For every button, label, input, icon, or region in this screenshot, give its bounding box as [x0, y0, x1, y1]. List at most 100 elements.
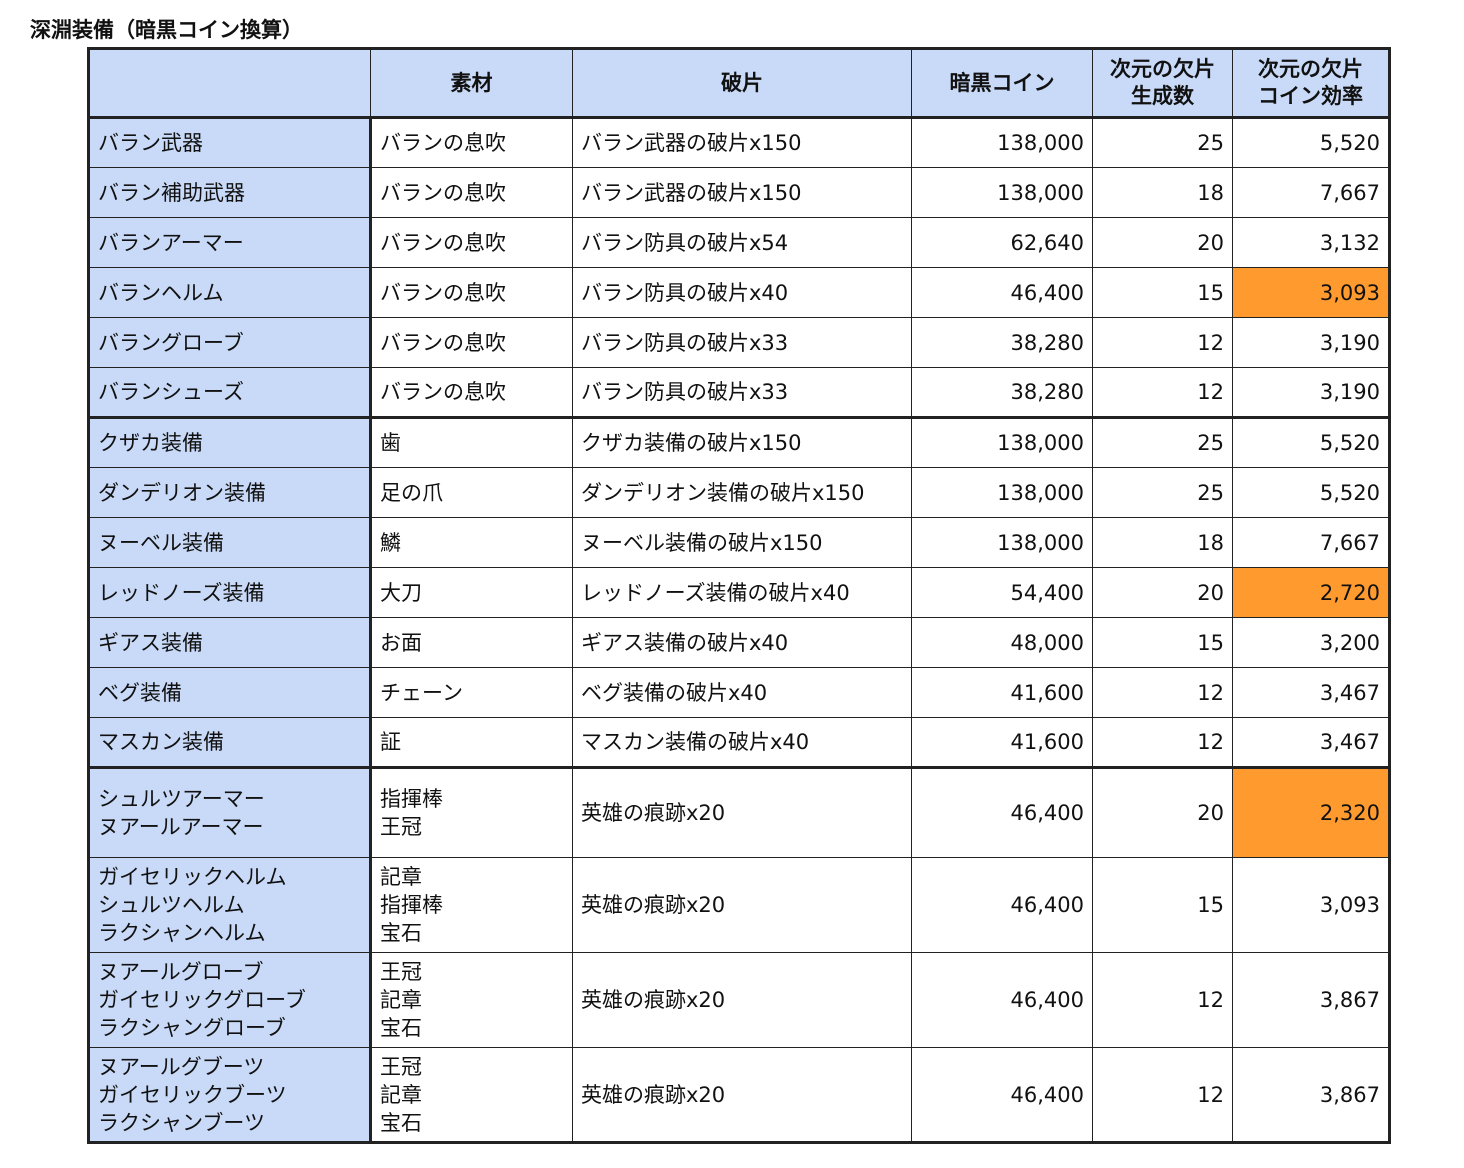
equipment-name-line: ガイセリックヘルム — [98, 865, 287, 889]
equipment-name: ベグ装備 — [88, 667, 372, 718]
header-gen: 次元の欠片 生成数 — [1092, 48, 1233, 118]
header-gen-line1: 次元の欠片 — [1110, 57, 1215, 81]
material-line: 王冠 — [380, 960, 422, 984]
header-eff-line1: 次元の欠片 — [1258, 57, 1363, 81]
gen-cell: 20 — [1092, 567, 1233, 618]
material-cell: 大刀 — [370, 567, 573, 618]
gen-cell: 20 — [1092, 217, 1233, 268]
coin-cell: 138,000 — [911, 517, 1093, 568]
table-row-multi: ヌアールグローブ ガイセリックグローブ ラクシャングローブ 王冠 記章 宝石 英雄の痕跡x2… — [88, 952, 1390, 1048]
efficiency-cell: 5,520 — [1232, 467, 1390, 518]
equipment-name: バラングローブ — [88, 317, 372, 368]
material-line: 指揮棒 — [380, 787, 443, 811]
fragment-cell: バラン武器の破片x150 — [572, 117, 912, 168]
gen-cell: 15 — [1092, 267, 1233, 318]
material-cell: お面 — [370, 617, 573, 668]
coin-cell: 46,400 — [911, 857, 1093, 953]
coin-cell: 54,400 — [911, 567, 1093, 618]
efficiency-cell: 5,520 — [1232, 117, 1390, 168]
material-cell: バランの息吹 — [370, 117, 573, 168]
fragment-cell: ヌーベル装備の破片x150 — [572, 517, 912, 568]
gen-cell: 20 — [1092, 767, 1233, 858]
material-cell: バランの息吹 — [370, 367, 573, 419]
material-cell: バランの息吹 — [370, 267, 573, 318]
coin-cell: 138,000 — [911, 417, 1093, 468]
header-eff: 次元の欠片 コイン効率 — [1232, 48, 1390, 118]
gen-cell: 12 — [1092, 317, 1233, 368]
coin-cell: 46,400 — [911, 267, 1093, 318]
equipment-names: ヌアールグブーツ ガイセリックブーツ ラクシャンブーツ — [88, 1047, 372, 1143]
material-line: 宝石 — [380, 921, 422, 945]
equipment-names: シュルツアーマー ヌアールアーマー — [88, 767, 372, 858]
gen-cell: 25 — [1092, 117, 1233, 168]
material-cell: チェーン — [370, 667, 573, 718]
efficiency-cell: 5,520 — [1232, 417, 1390, 468]
equipment-table: 素材 破片 暗黒コイン 次元の欠片 生成数 次元の欠片 コイン効率 バラン武器 バラン… — [87, 47, 1391, 1144]
fragment-cell: バラン防具の破片x54 — [572, 217, 912, 268]
equipment-name: ギアス装備 — [88, 617, 372, 668]
fragment-cell: クザカ装備の破片x150 — [572, 417, 912, 468]
fragment-cell: レッドノーズ装備の破片x40 — [572, 567, 912, 618]
header-fragment: 破片 — [572, 48, 912, 118]
header-row: 素材 破片 暗黒コイン 次元の欠片 生成数 次元の欠片 コイン効率 — [88, 48, 1390, 118]
table-row: マスカン装備証マスカン装備の破片x40 41,600 12 3,467 — [88, 717, 1390, 769]
material-line: 記章 — [380, 1082, 422, 1107]
material-line: 王冠 — [380, 815, 422, 839]
table-row: バラングローブ バランの息吹 バラン防具の破片x33 38,280 12 3,190 — [88, 317, 1390, 368]
fragment-cell: ダンデリオン装備の破片x150 — [572, 467, 912, 518]
header-material: 素材 — [370, 48, 573, 118]
fragment-cell: ベグ装備の破片x40 — [572, 667, 912, 718]
gen-cell: 12 — [1092, 367, 1233, 419]
efficiency-cell: 3,867 — [1232, 1047, 1390, 1143]
equipment-name-line: シュルツヘルム — [98, 893, 245, 917]
material-cell: 証 — [370, 717, 573, 769]
material-line: 指揮棒 — [380, 893, 443, 917]
gen-cell: 15 — [1092, 617, 1233, 668]
coin-cell: 48,000 — [911, 617, 1093, 668]
table-row-multi: シュルツアーマー ヌアールアーマー 指揮棒 王冠 英雄の痕跡x20 46,400 20 2,3… — [88, 767, 1390, 858]
efficiency-cell: 2,720 — [1232, 567, 1390, 618]
material-line: 宝石 — [380, 1110, 422, 1135]
efficiency-cell: 7,667 — [1232, 167, 1390, 218]
fragment-cell: マスカン装備の破片x40 — [572, 717, 912, 769]
material-line: 記章 — [380, 865, 422, 889]
material-cell: バランの息吹 — [370, 167, 573, 218]
coin-cell: 41,600 — [911, 667, 1093, 718]
fragment-cell: 英雄の痕跡x20 — [572, 952, 912, 1048]
page-title: 深淵装備（暗黒コイン換算） — [30, 18, 303, 42]
equipment-name: バランヘルム — [88, 267, 372, 318]
equipment-name-line: ガイセリックグローブ — [98, 988, 306, 1012]
table-row-multi: ガイセリックヘルム シュルツヘルム ラクシャンヘルム 記章 指揮棒 宝石 英雄の痕跡x20 4… — [88, 857, 1390, 953]
material-cell: 足の爪 — [370, 467, 573, 518]
fragment-cell: バラン防具の破片x33 — [572, 317, 912, 368]
fragment-cell: ギアス装備の破片x40 — [572, 617, 912, 668]
coin-cell: 38,280 — [911, 317, 1093, 368]
material-cell: 王冠 記章 宝石 — [370, 1047, 573, 1143]
table-row: レッドノーズ装備 大刀 レッドノーズ装備の破片x40 54,400 20 2,720 — [88, 567, 1390, 618]
material-cell: 記章 指揮棒 宝石 — [370, 857, 573, 953]
table-row: バランヘルム バランの息吹 バラン防具の破片x40 46,400 15 3,093 — [88, 267, 1390, 318]
material-cell: 鱗 — [370, 517, 573, 568]
fragment-cell: バラン防具の破片x33 — [572, 367, 912, 419]
efficiency-cell: 3,093 — [1232, 267, 1390, 318]
equipment-name: クザカ装備 — [88, 417, 372, 468]
efficiency-cell: 3,867 — [1232, 952, 1390, 1048]
table-row: ベグ装備 チェーン ベグ装備の破片x40 41,600 12 3,467 — [88, 667, 1390, 718]
equipment-name-line: ヌアールグローブ — [98, 960, 264, 984]
gen-cell: 18 — [1092, 517, 1233, 568]
equipment-name: バラン補助武器 — [88, 167, 372, 218]
gen-cell: 15 — [1092, 857, 1233, 953]
header-gen-line2: 生成数 — [1131, 84, 1194, 108]
table-row: ギアス装備 お面 ギアス装備の破片x40 48,000 15 3,200 — [88, 617, 1390, 668]
equipment-name: ダンデリオン装備 — [88, 467, 372, 518]
gen-cell: 12 — [1092, 667, 1233, 718]
efficiency-cell: 3,200 — [1232, 617, 1390, 668]
table-row: クザカ装備歯クザカ装備の破片x150 138,000 25 5,520 — [88, 417, 1390, 468]
equipment-names: ヌアールグローブ ガイセリックグローブ ラクシャングローブ — [88, 952, 372, 1048]
material-line: 記章 — [380, 988, 422, 1012]
fragment-cell: バラン武器の破片x150 — [572, 167, 912, 218]
equipment-names: ガイセリックヘルム シュルツヘルム ラクシャンヘルム — [88, 857, 372, 953]
coin-cell: 46,400 — [911, 1047, 1093, 1143]
fragment-cell: バラン防具の破片x40 — [572, 267, 912, 318]
coin-cell: 46,400 — [911, 952, 1093, 1048]
